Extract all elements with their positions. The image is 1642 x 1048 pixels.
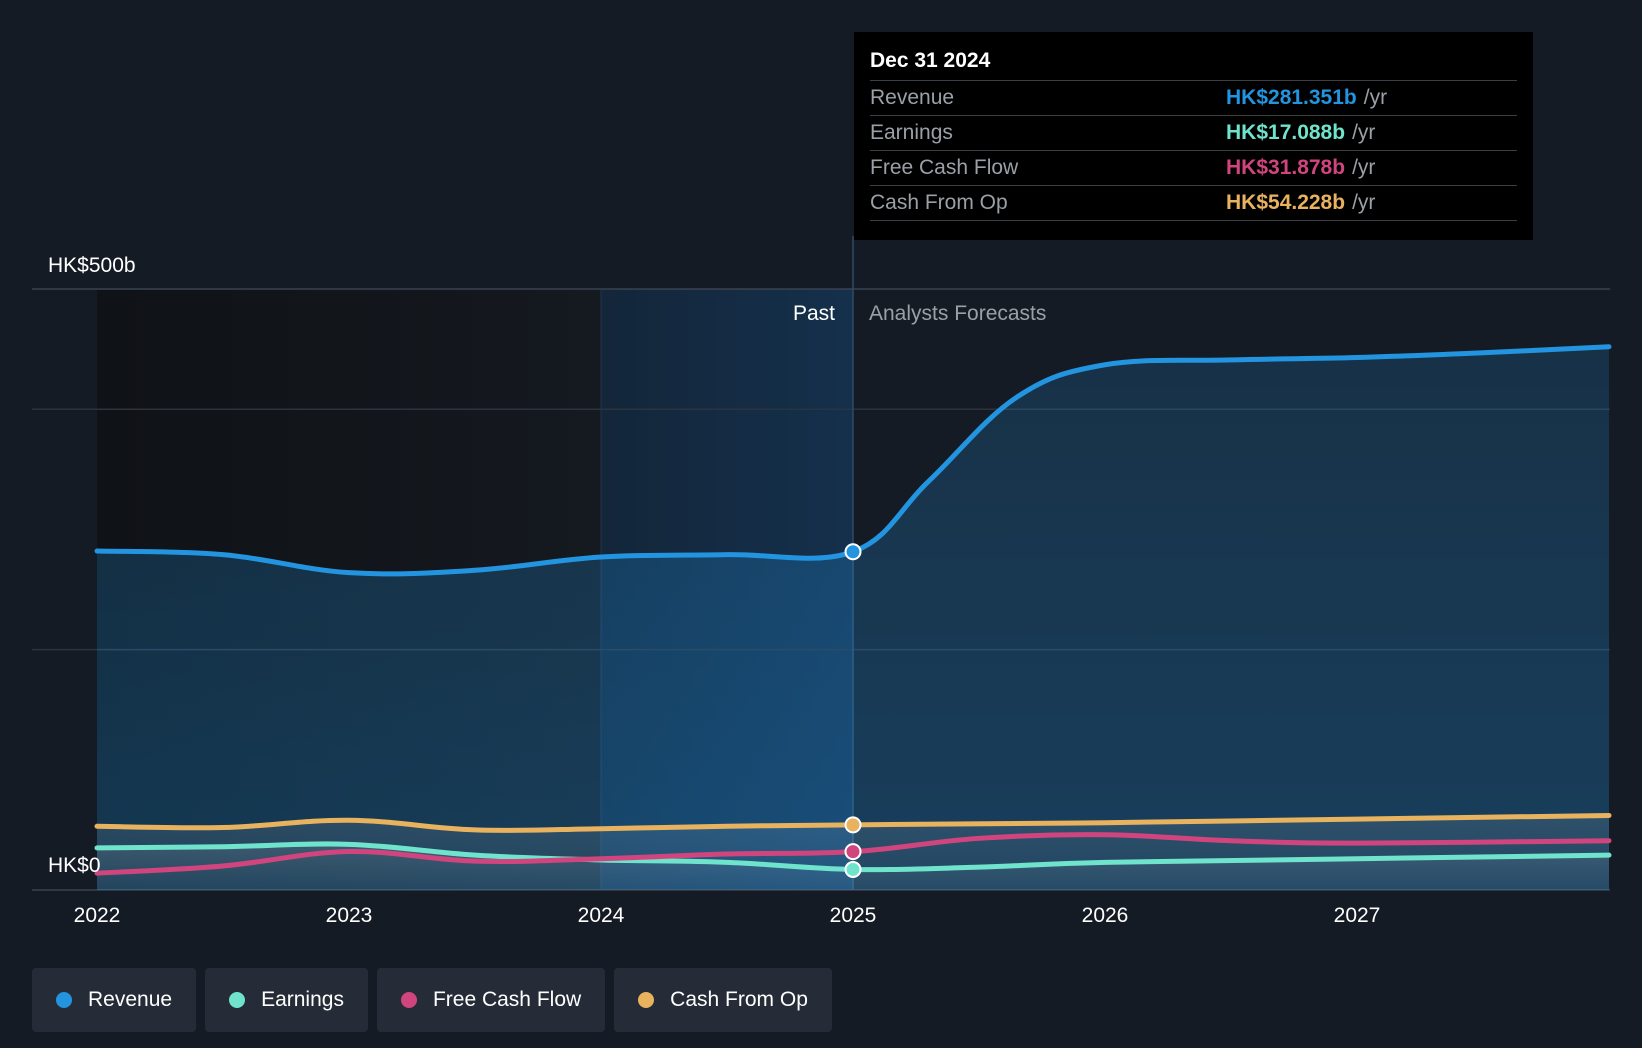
legend-dot-icon [56,992,72,1008]
legend-label: Earnings [261,988,344,1011]
tooltip-value: HK$17.088b [1226,121,1346,144]
forecast-label: Analysts Forecasts [869,302,1046,325]
x-tick-label: 2024 [578,904,625,927]
legend-label: Cash From Op [670,988,808,1011]
chart-canvas: HK$500b HK$0 Past Analysts Forecasts 2022 202… [32,236,1612,927]
tooltip-value: HK$281.351b [1226,86,1357,109]
cash-from-op-marker [844,816,862,834]
tooltip-unit: /yr [1352,121,1376,144]
earnings-line [94,841,1612,873]
tooltip: Dec 31 2024 Revenue HK$281.351b /yr Earn… [854,32,1533,240]
legend-item-earnings[interactable]: Earnings [205,968,368,1032]
x-tick-label: 2027 [1334,904,1381,927]
legend-label: Revenue [88,988,173,1011]
y-axis-max-label: HK$500b [48,254,136,277]
x-tick-label: 2023 [326,904,373,927]
cash-from-op-line [94,812,1612,833]
tooltip-value: HK$54.228b [1226,191,1346,214]
revenue-area [97,346,1609,890]
legend-item-cash-from-op[interactable]: Cash From Op [614,968,832,1032]
tooltip-row-earnings: Earnings HK$17.088b /yr [870,115,1517,150]
legend: Revenue Earnings Free Cash Flow Cash Fro… [32,968,832,1032]
tooltip-date: Dec 31 2024 [870,49,991,72]
free-cash-flow-line [94,832,1612,876]
tooltip-label: Free Cash Flow [870,156,1019,179]
revenue-line [94,344,1612,577]
tooltip-value: HK$31.878b [1226,156,1346,179]
tooltip-label: Cash From Op [870,191,1008,214]
earnings-marker [844,860,862,878]
past-label: Past [793,302,835,325]
y-axis-min-label: HK$0 [48,854,101,877]
x-tick-label: 2022 [74,904,121,927]
tooltip-unit: /yr [1363,86,1388,109]
legend-dot-icon [229,992,246,1008]
tooltip-row-cash-from-op: Cash From Op HK$54.228b /yr [870,185,1517,221]
tooltip-row-revenue: Revenue HK$281.351b /yr [870,80,1517,115]
legend-item-revenue[interactable]: Revenue [32,968,197,1032]
x-tick-label: 2026 [1082,904,1129,927]
x-tick-label: 2025 [830,904,877,927]
legend-dot-icon [638,992,655,1008]
free-cash-flow-marker [844,843,862,861]
tooltip-row-free-cash-flow: Free Cash Flow HK$31.878b /yr [870,150,1517,185]
tooltip-label: Earnings [870,121,953,144]
legend-dot-icon [400,992,417,1008]
tooltip-label: Revenue [870,86,955,109]
legend-item-free-cash-flow[interactable]: Free Cash Flow [376,968,606,1032]
tooltip-unit: /yr [1352,191,1376,214]
revenue-marker [844,543,862,561]
tooltip-unit: /yr [1352,156,1376,179]
legend-label: Free Cash Flow [432,988,582,1011]
